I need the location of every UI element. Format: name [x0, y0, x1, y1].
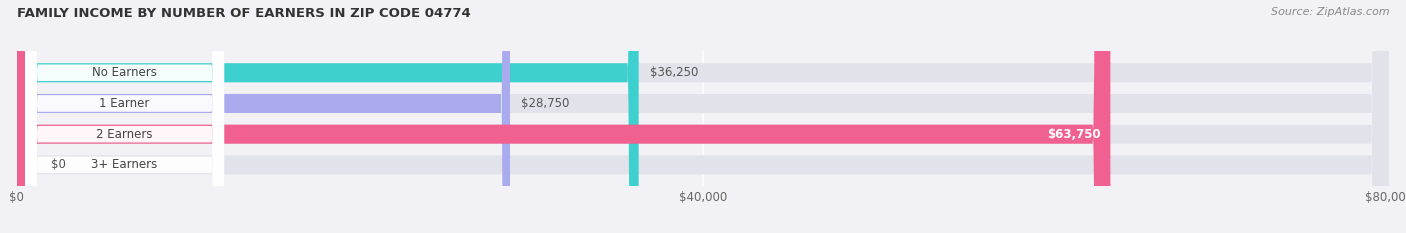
FancyBboxPatch shape	[25, 0, 224, 233]
Text: 3+ Earners: 3+ Earners	[91, 158, 157, 171]
FancyBboxPatch shape	[25, 0, 224, 233]
FancyBboxPatch shape	[17, 0, 1111, 233]
Text: 1 Earner: 1 Earner	[100, 97, 150, 110]
Text: $36,250: $36,250	[650, 66, 697, 79]
Text: No Earners: No Earners	[93, 66, 157, 79]
Text: $0: $0	[51, 158, 66, 171]
FancyBboxPatch shape	[25, 0, 224, 233]
Text: FAMILY INCOME BY NUMBER OF EARNERS IN ZIP CODE 04774: FAMILY INCOME BY NUMBER OF EARNERS IN ZI…	[17, 7, 471, 20]
FancyBboxPatch shape	[17, 0, 638, 233]
Text: Source: ZipAtlas.com: Source: ZipAtlas.com	[1271, 7, 1389, 17]
FancyBboxPatch shape	[17, 0, 1389, 233]
FancyBboxPatch shape	[17, 0, 1389, 233]
FancyBboxPatch shape	[17, 0, 1389, 233]
Text: $63,750: $63,750	[1047, 128, 1101, 141]
FancyBboxPatch shape	[17, 0, 1389, 233]
Text: $28,750: $28,750	[522, 97, 569, 110]
Text: 2 Earners: 2 Earners	[97, 128, 153, 141]
FancyBboxPatch shape	[17, 0, 510, 233]
FancyBboxPatch shape	[25, 0, 224, 233]
